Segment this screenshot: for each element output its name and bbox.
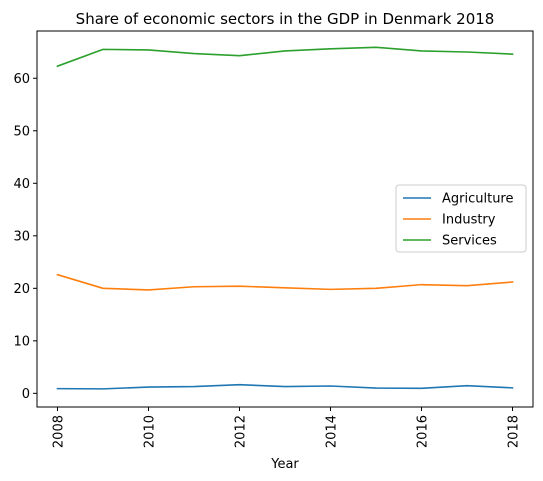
x-tick-label: 2012 <box>233 415 248 448</box>
legend-label-services: Services <box>442 234 497 249</box>
legend: Agriculture Industry Services <box>395 184 527 253</box>
series-line-services <box>56 46 514 68</box>
x-axis: 2008 2010 2012 2014 2016 2018 <box>51 407 522 448</box>
legend-label-agriculture: Agriculture <box>442 192 514 207</box>
y-tick-label: 0 <box>22 387 30 402</box>
y-tick-label: 60 <box>13 72 30 87</box>
x-tick-label: 2016 <box>416 415 431 448</box>
legend-box <box>395 184 527 253</box>
series-line-agriculture <box>56 383 514 390</box>
y-tick-label: 20 <box>13 282 30 297</box>
y-tick-label: 50 <box>13 124 30 139</box>
x-tick-label: 2010 <box>142 415 157 448</box>
y-tick-label: 40 <box>13 177 30 192</box>
series-layer <box>56 46 514 390</box>
y-tick-label: 10 <box>13 334 30 349</box>
x-tick-label: 2008 <box>51 415 66 448</box>
x-axis-label: Year <box>270 457 299 472</box>
plot-frame <box>36 30 534 408</box>
x-tick-label: 2014 <box>325 415 340 448</box>
y-tick-label: 30 <box>13 229 30 244</box>
legend-label-industry: Industry <box>442 213 496 228</box>
chart-title: Share of economic sectors in the GDP in … <box>76 10 495 28</box>
x-tick-label: 2018 <box>507 415 522 448</box>
series-line-industry <box>56 273 514 291</box>
y-axis: 0 10 20 30 40 50 60 <box>13 72 37 402</box>
plot-area <box>36 30 534 408</box>
